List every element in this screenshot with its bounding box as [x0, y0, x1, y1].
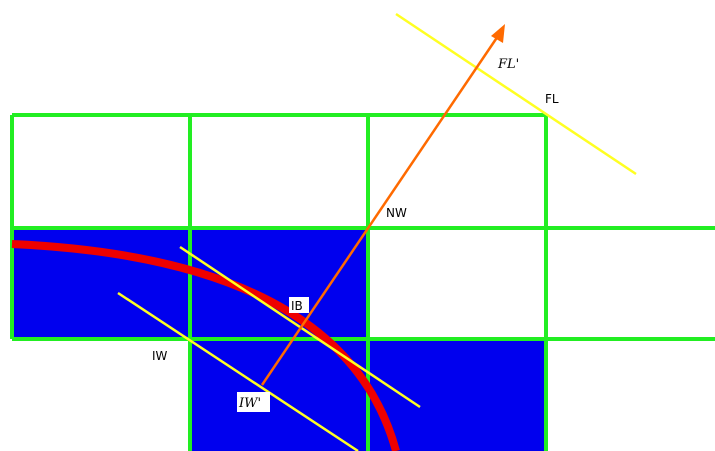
filled-cell [190, 228, 368, 339]
label-iw-prime: IW' [238, 396, 261, 411]
normal-arrow-line [260, 35, 500, 386]
normal-arrow-head [491, 24, 505, 43]
label-ib: IB [291, 299, 303, 313]
label-fl-prime: FL' [497, 57, 519, 72]
filled-cell [368, 339, 544, 451]
front-line-iw [117, 291, 359, 451]
label-fl: FL [545, 92, 559, 106]
interface-curve [11, 240, 400, 451]
label-nw: NW [386, 206, 407, 220]
front-line-fl [395, 12, 637, 176]
label-iw: IW [152, 349, 168, 363]
grid [10, 113, 715, 451]
label-ib-box [289, 297, 309, 313]
label-iw-prime-box [237, 392, 270, 412]
